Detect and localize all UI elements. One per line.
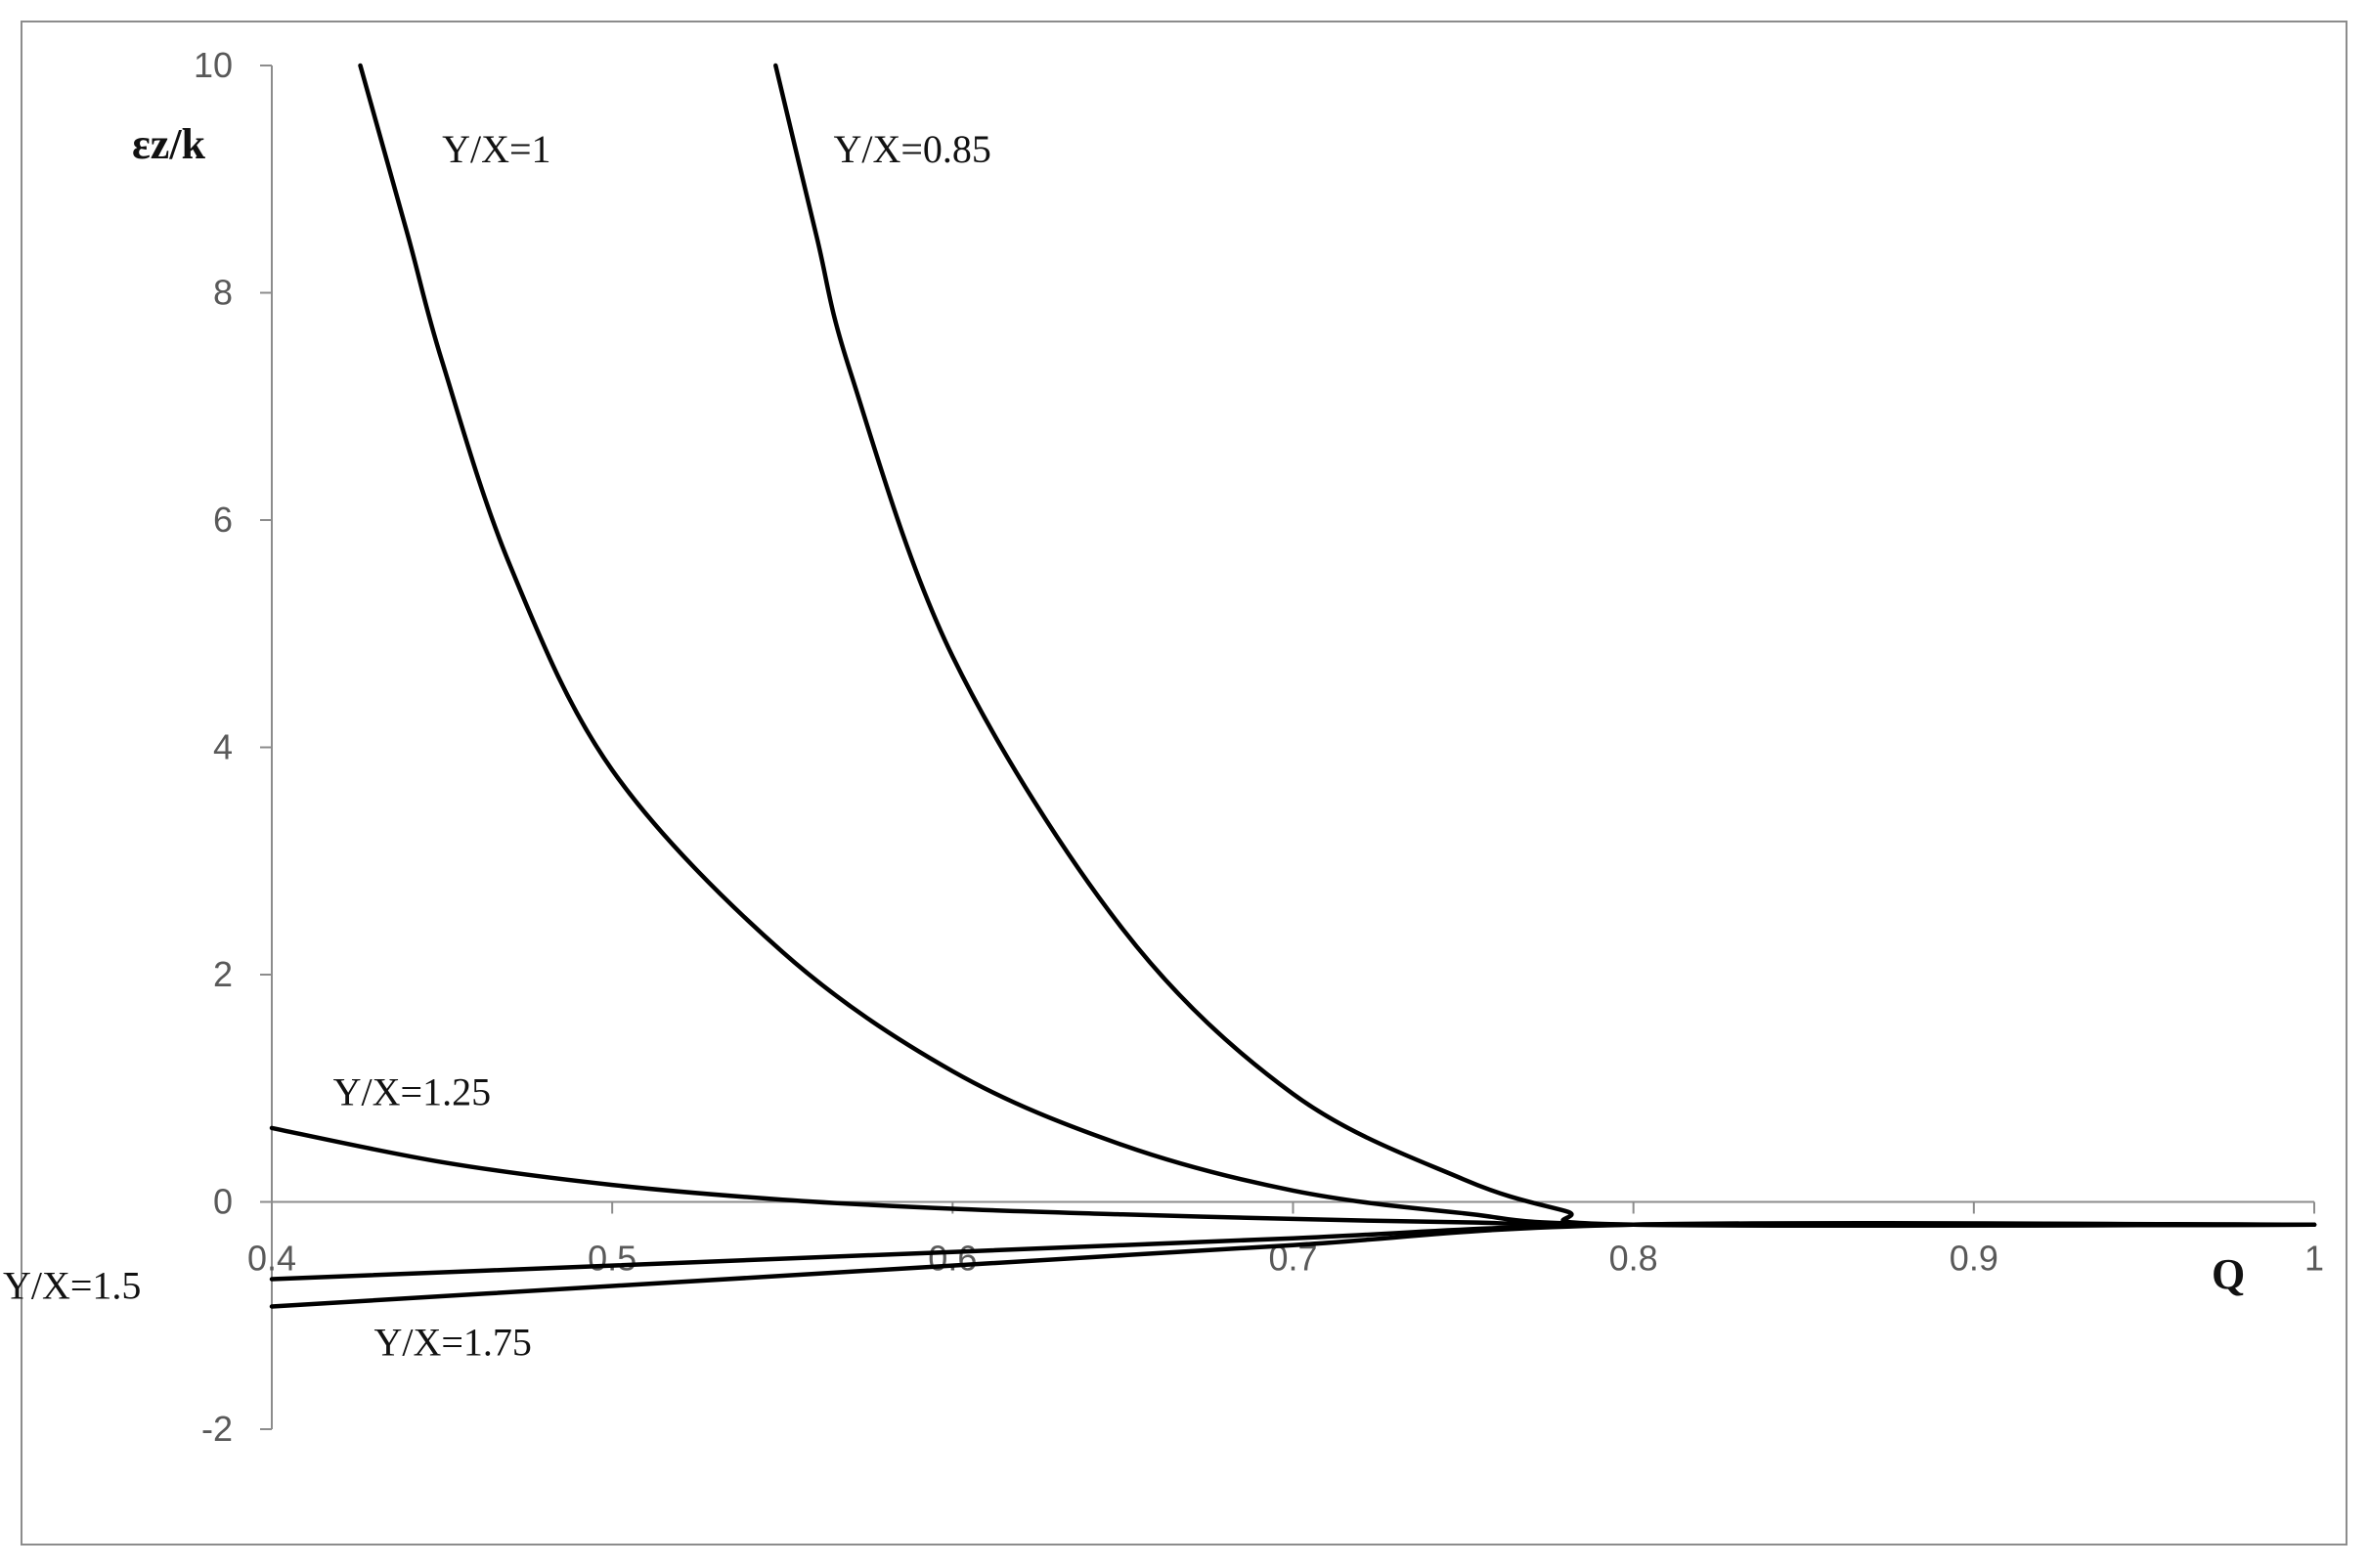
- x-tick-label: 0.8: [1609, 1239, 1658, 1279]
- y-tick-label: 2: [213, 954, 233, 994]
- x-tick-label: 1: [2304, 1239, 2324, 1279]
- x-tick-label: 0.5: [588, 1239, 636, 1279]
- y-tick-label: 6: [213, 500, 233, 540]
- y-tick-label: 4: [213, 727, 233, 767]
- y-tick-label: 0: [213, 1182, 233, 1222]
- y-tick-label: -2: [201, 1409, 233, 1449]
- series-labels: Y/X=1 Y/X=0.85 Y/X=1.25 Y/X=1.5 Y/X=1.75: [3, 127, 991, 1365]
- series-label-y-x-0-85: Y/X=0.85: [833, 127, 990, 171]
- series-label-y-x-1-25: Y/X=1.25: [333, 1070, 491, 1114]
- series-label-y-x-1-75: Y/X=1.75: [373, 1320, 531, 1364]
- x-tick-label: 0.9: [1950, 1239, 1998, 1279]
- series-lines: [269, 63, 2317, 1309]
- x-tick-label: 0.4: [247, 1239, 296, 1279]
- series-line-y-x-1-75: [269, 1220, 2317, 1309]
- x-tick-label: 0.6: [928, 1239, 977, 1279]
- series-label-y-x-1-5: Y/X=1.5: [3, 1263, 141, 1307]
- y-tick-label: 8: [213, 273, 233, 313]
- x-axis-title: Q: [2212, 1250, 2245, 1298]
- y-axis-title: εz/k: [132, 120, 206, 168]
- chart-frame: [21, 21, 2347, 1546]
- series-label-y-x-1: Y/X=1: [442, 127, 550, 171]
- y-tick-label: 10: [194, 45, 233, 85]
